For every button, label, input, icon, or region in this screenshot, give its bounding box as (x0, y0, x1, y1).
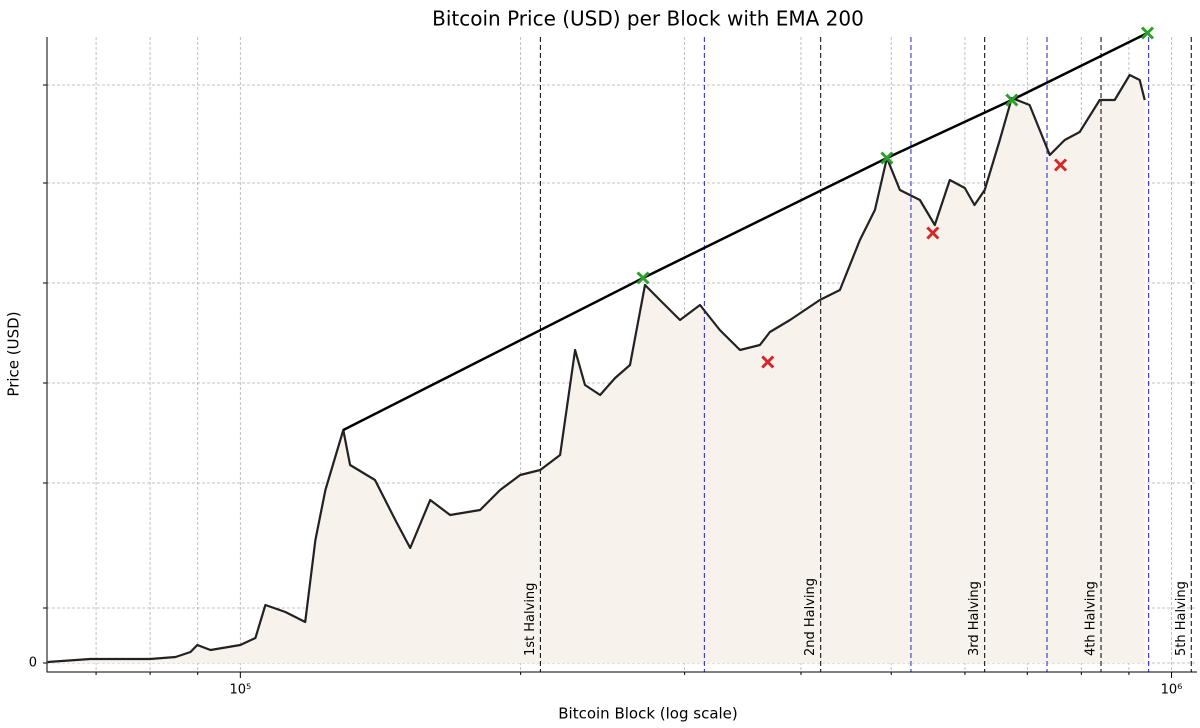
x-tick-label: 10⁵ (229, 683, 251, 698)
halving-label: 1st Halving (523, 583, 538, 656)
x-axis-label: Bitcoin Block (log scale) (558, 705, 738, 723)
peak-marker (880, 151, 894, 165)
halving-label: 5th Halving (1174, 581, 1189, 656)
halving-label: 3rd Halving (967, 581, 982, 656)
x-tick-label: 10⁶ (1161, 683, 1183, 698)
halving-label: 2nd Halving (803, 578, 818, 656)
y-axis-label: Price (USD) (5, 311, 23, 396)
halving-label: 4th Halving (1084, 581, 1099, 656)
price-area (47, 75, 1145, 663)
y-tick-label: 0 (29, 656, 37, 671)
axes-frame (46, 37, 1197, 673)
price-line (47, 73, 1146, 664)
peak-marker (1140, 26, 1155, 40)
trough-marker (761, 355, 775, 369)
trough-marker (926, 226, 940, 240)
peak-marker (636, 271, 650, 285)
peak-marker (1005, 93, 1019, 107)
chart-title: Bitcoin Price (USD) per Block with EMA 2… (432, 7, 864, 31)
trough-marker (1053, 158, 1068, 172)
